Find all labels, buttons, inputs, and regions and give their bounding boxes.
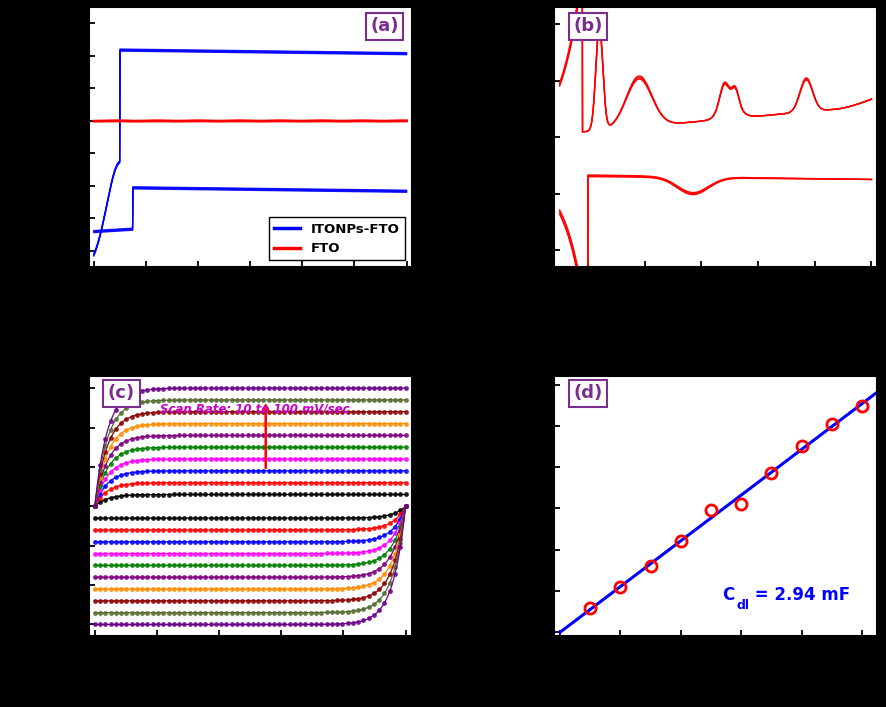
Y-axis label: Current Density (mA/cm²): Current Density (mA/cm²) — [476, 27, 491, 247]
Text: (a): (a) — [370, 18, 399, 35]
X-axis label: Potential (V vs. Ag/AgCl): Potential (V vs. Ag/AgCl) — [610, 291, 821, 305]
Text: Scan Rate: 10 to 100 mV/sec: Scan Rate: 10 to 100 mV/sec — [159, 403, 349, 416]
Text: C: C — [722, 586, 734, 604]
Legend: ITONPs-FTO, FTO: ITONPs-FTO, FTO — [268, 217, 405, 260]
Text: dl: dl — [736, 599, 750, 612]
X-axis label: Potential (V vs. Ag/AgCl): Potential (V vs. Ag/AgCl) — [144, 660, 355, 674]
Y-axis label: Current (mA): Current (mA) — [28, 450, 43, 563]
Text: (b): (b) — [573, 18, 602, 35]
Y-axis label: Current Density (mA/cm²): Current Density (mA/cm²) — [19, 27, 35, 247]
Text: = 2.94 mF: = 2.94 mF — [750, 586, 851, 604]
Text: (c): (c) — [108, 384, 136, 402]
X-axis label: Potential (V vs. Ag/AgCl): Potential (V vs. Ag/AgCl) — [144, 291, 355, 305]
X-axis label: Scan Rate (V/sec): Scan Rate (V/sec) — [643, 660, 789, 674]
Text: (d): (d) — [573, 384, 602, 402]
Y-axis label: Current (mA @ 0.2 V vs. Ag/AgCl): Current (mA @ 0.2 V vs. Ag/AgCl) — [495, 369, 510, 643]
